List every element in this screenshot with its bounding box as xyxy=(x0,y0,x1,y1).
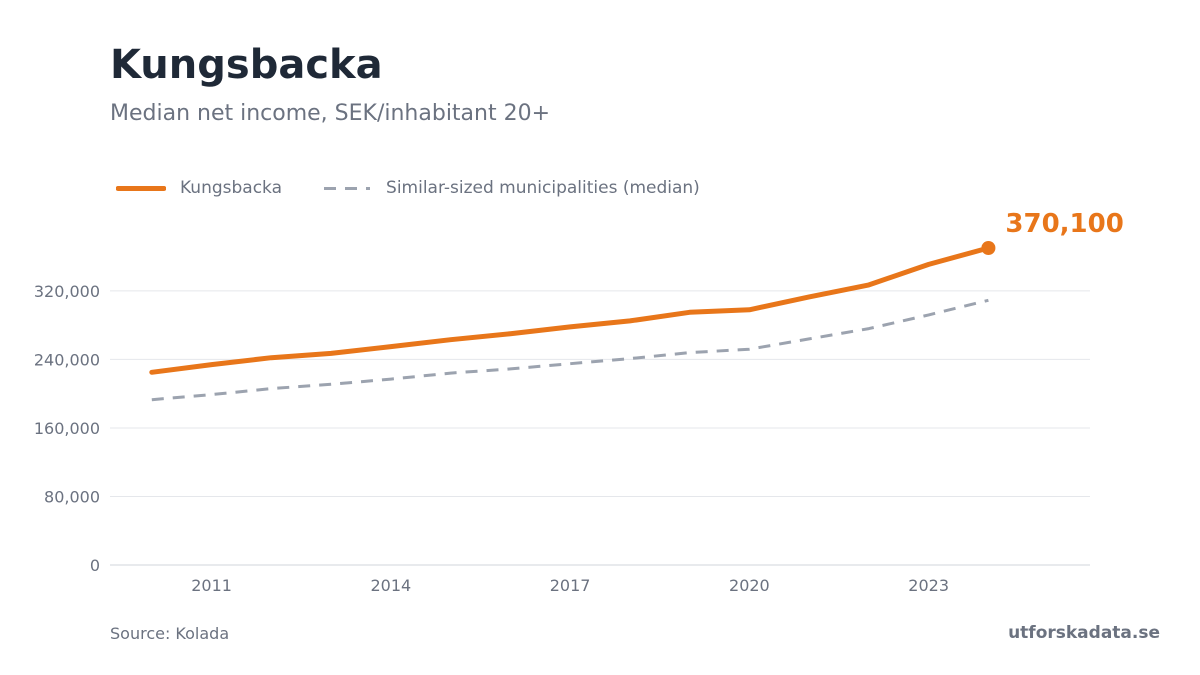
y-tick-label: 240,000 xyxy=(34,350,100,369)
grid-layer xyxy=(110,290,1090,566)
x-tick-label: 2011 xyxy=(191,576,232,595)
series-line-kungsbacka xyxy=(149,245,991,375)
y-tick-label: 160,000 xyxy=(34,419,100,438)
label-layer: 370,100 xyxy=(1005,209,1123,239)
chart-legend: Kungsbacka Similar-sized municipalities … xyxy=(116,178,740,198)
legend-swatch-dashed xyxy=(322,186,372,191)
page-title: Kungsbacka xyxy=(110,42,383,88)
y-tick-label: 320,000 xyxy=(34,282,100,301)
x-axis-ticks: 2011 2014 2017 2020 2023 xyxy=(191,576,949,595)
x-tick-label: 2023 xyxy=(908,576,949,595)
legend-item-kungsbacka: Kungsbacka xyxy=(116,178,282,198)
y-tick-label: 0 xyxy=(90,556,100,575)
brand-link[interactable]: utforskadata.se xyxy=(1008,623,1160,643)
source-note: Source: Kolada xyxy=(110,624,230,643)
page-subtitle: Median net income, SEK/inhabitant 20+ xyxy=(110,101,551,126)
y-tick-label: 80,000 xyxy=(44,487,100,506)
series-line-similar xyxy=(151,298,989,402)
end-point-marker xyxy=(981,241,996,255)
end-value-label: 370,100 xyxy=(1005,209,1123,239)
x-tick-label: 2014 xyxy=(370,576,411,595)
legend-swatch-solid xyxy=(116,185,166,191)
x-tick-label: 2017 xyxy=(550,576,591,595)
y-axis-ticks: 0 80,000 160,000 240,000 320,000 xyxy=(34,282,100,575)
legend-label-kungsbacka: Kungsbacka xyxy=(180,178,283,198)
legend-item-similar: Similar-sized municipalities (median) xyxy=(322,178,700,198)
series-layer xyxy=(149,241,996,402)
legend-label-similar: Similar-sized municipalities (median) xyxy=(386,178,700,198)
x-tick-label: 2020 xyxy=(729,576,770,595)
